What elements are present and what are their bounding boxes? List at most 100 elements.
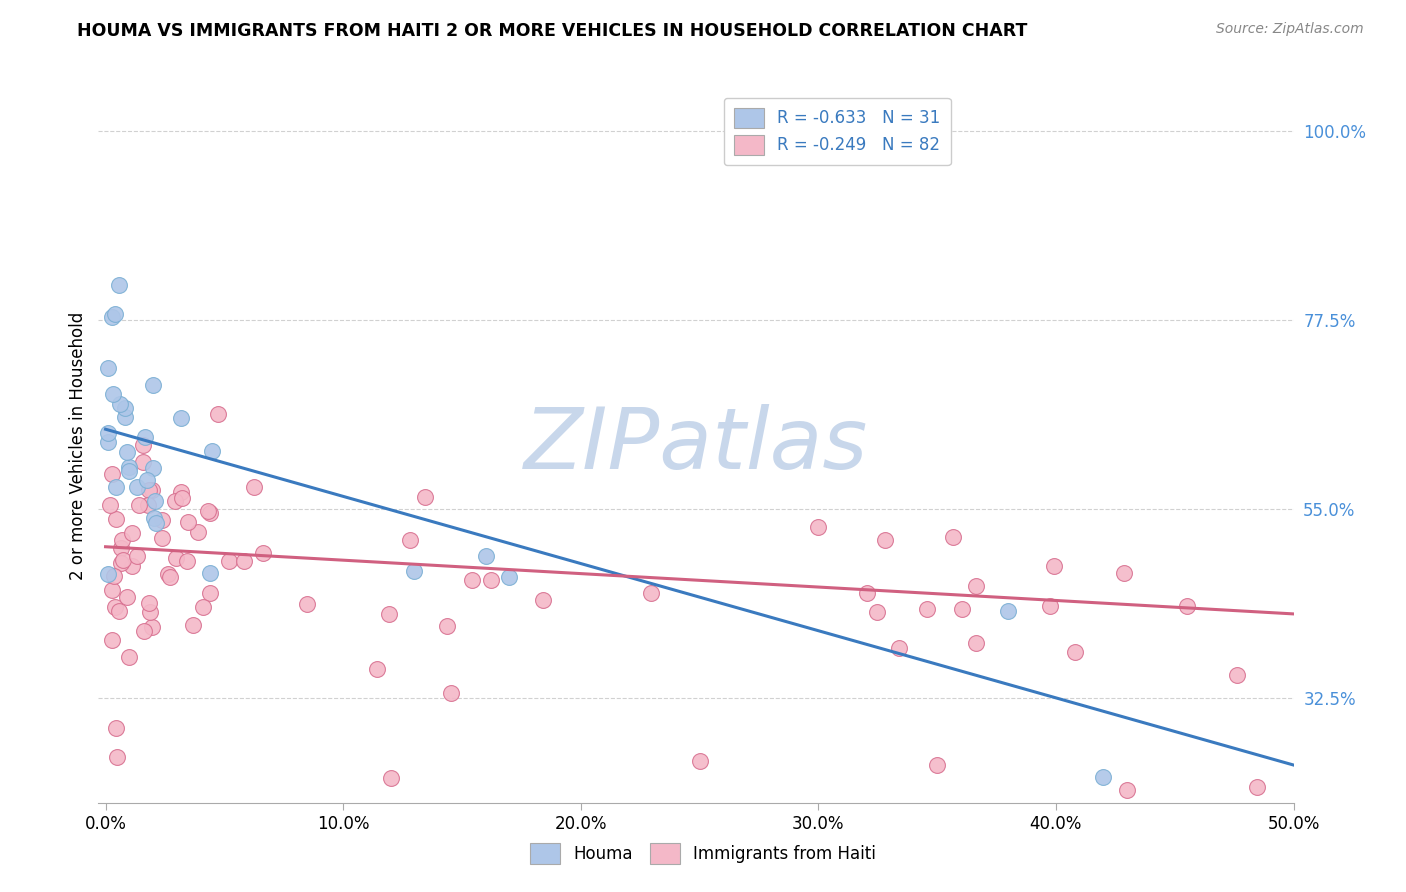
Point (97, 425, 120, 440)
Point (101, 387, 124, 401)
Point (115, 444, 138, 458)
Point (177, 515, 200, 529)
Point (950, 601, 973, 615)
Point (193, 599, 215, 614)
Point (866, 605, 889, 619)
Point (121, 559, 143, 574)
Point (150, 513, 173, 527)
Point (141, 620, 163, 634)
Point (107, 749, 129, 764)
Legend: Houma, Immigrants from Haiti: Houma, Immigrants from Haiti (523, 837, 883, 871)
Point (640, 585, 662, 599)
Point (807, 520, 830, 534)
Point (917, 601, 939, 615)
Point (1043, 559, 1066, 574)
Point (436, 619, 458, 633)
Point (170, 485, 193, 500)
Point (533, 593, 555, 607)
Point (159, 569, 181, 583)
Point (138, 483, 160, 497)
Point (110, 556, 132, 570)
Point (104, 600, 127, 615)
Point (139, 605, 162, 619)
Point (101, 310, 124, 324)
Point (377, 607, 399, 621)
Point (115, 590, 138, 604)
Point (181, 617, 204, 632)
Point (1116, 783, 1139, 797)
Point (498, 570, 520, 584)
Point (98, 498, 121, 512)
Point (150, 531, 173, 545)
Point (207, 407, 229, 421)
Point (97, 360, 120, 375)
Point (108, 397, 131, 411)
Point (243, 480, 266, 494)
Legend: R = -0.633   N = 31, R = -0.249   N = 82: R = -0.633 N = 31, R = -0.249 N = 82 (724, 97, 950, 165)
Point (136, 498, 159, 512)
Point (201, 444, 224, 458)
Point (132, 438, 155, 452)
Point (1039, 599, 1062, 613)
Point (873, 533, 896, 547)
Point (114, 401, 136, 416)
Point (143, 493, 166, 508)
Point (198, 586, 221, 600)
Point (187, 525, 209, 540)
Point (197, 503, 219, 517)
Text: HOUMA VS IMMIGRANTS FROM HAITI 2 OR MORE VEHICLES IN HOUSEHOLD CORRELATION CHART: HOUMA VS IMMIGRANTS FROM HAITI 2 OR MORE… (77, 22, 1028, 40)
Point (136, 473, 159, 487)
Point (101, 467, 124, 481)
Point (942, 530, 965, 544)
Point (165, 551, 187, 566)
Point (97, 566, 120, 581)
Y-axis label: 2 or more Vehicles in Household: 2 or more Vehicles in Household (69, 312, 87, 580)
Point (366, 662, 388, 676)
Point (218, 553, 240, 567)
Point (165, 494, 187, 508)
Point (97, 435, 120, 450)
Point (997, 605, 1019, 619)
Point (101, 632, 124, 647)
Point (1246, 780, 1268, 795)
Point (111, 533, 134, 547)
Point (132, 624, 155, 638)
Point (110, 541, 132, 555)
Point (198, 507, 221, 521)
Point (101, 583, 124, 598)
Point (112, 553, 135, 567)
Point (108, 604, 131, 618)
Point (118, 459, 141, 474)
Point (121, 525, 143, 540)
Point (232, 554, 254, 568)
Point (295, 597, 318, 611)
Point (855, 586, 877, 600)
Point (1175, 599, 1198, 613)
Point (1112, 566, 1135, 581)
Point (105, 511, 128, 525)
Point (440, 686, 463, 700)
Point (380, 771, 402, 785)
Point (176, 554, 198, 568)
Point (114, 410, 136, 425)
Point (127, 549, 149, 563)
Point (108, 277, 131, 292)
Point (128, 498, 150, 512)
Point (479, 573, 502, 587)
Point (965, 579, 987, 593)
Point (145, 516, 167, 531)
Point (117, 464, 139, 478)
Point (138, 597, 160, 611)
Point (134, 430, 156, 444)
Point (156, 566, 179, 581)
Point (404, 564, 426, 578)
Point (118, 649, 141, 664)
Point (198, 566, 221, 580)
Point (1092, 770, 1115, 784)
Point (927, 758, 949, 772)
Point (689, 754, 711, 768)
Text: ZIPatlas: ZIPatlas (524, 404, 868, 488)
Point (132, 455, 155, 469)
Point (142, 460, 165, 475)
Point (142, 377, 165, 392)
